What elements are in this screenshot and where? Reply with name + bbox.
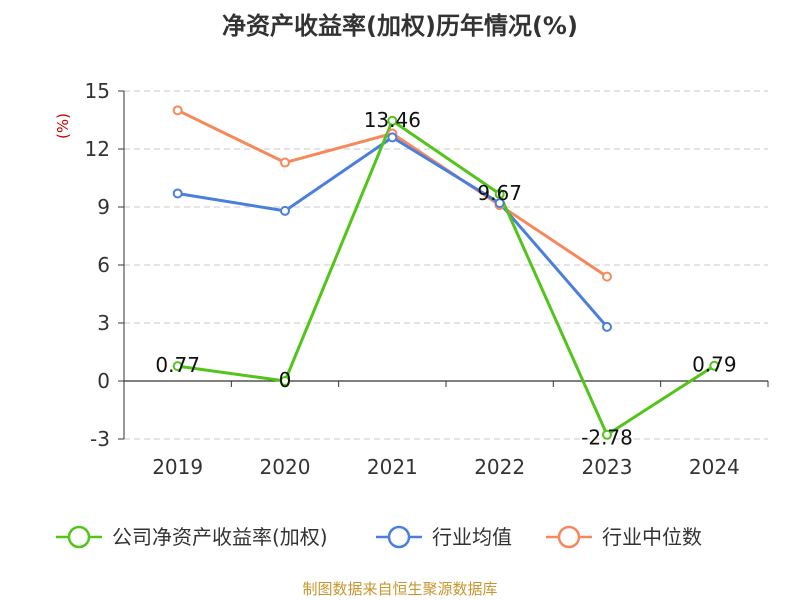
x-tick-label: 2021	[367, 455, 418, 479]
data-point	[280, 205, 290, 216]
y-tick-label: 3	[97, 311, 110, 335]
data-point	[602, 429, 612, 440]
legend-item: 行业中位数	[546, 525, 702, 549]
y-tick-label: 12	[85, 137, 110, 161]
data-point	[280, 157, 290, 168]
data-point	[602, 271, 612, 282]
data-point	[709, 360, 720, 371]
legend-label: 公司净资产收益率(加权)	[112, 525, 328, 549]
data-point	[172, 188, 183, 199]
x-tick-label: 2023	[582, 455, 633, 479]
data-point	[280, 376, 290, 386]
legend-label: 行业均值	[432, 525, 512, 549]
legend-item: 行业均值	[376, 525, 512, 549]
data-point	[387, 115, 398, 126]
data-point	[494, 198, 505, 209]
legend-marker-icon	[387, 525, 411, 549]
x-tick-label: 2020	[260, 455, 311, 479]
data-point	[494, 189, 505, 200]
data-labels: 0.77 0 13.46 9.67 -2.78 0.79	[155, 108, 736, 450]
data-label: -2.78	[581, 426, 633, 450]
gridlines	[124, 90, 768, 440]
data-label: 0.79	[692, 353, 737, 377]
legend-label: 行业中位数	[602, 525, 702, 549]
y-tick-label: -3	[90, 427, 110, 451]
data-point	[172, 105, 183, 116]
y-tick-label: 0	[97, 369, 110, 393]
y-axis-ticks: 15 12 9 6 3 0 -3	[85, 79, 124, 451]
y-axis-unit-label: (%)	[54, 113, 72, 139]
legend-marker-icon	[67, 525, 91, 549]
data-label: 0	[279, 368, 292, 392]
series-line	[177, 119, 716, 437]
x-tick-label: 2022	[474, 455, 525, 479]
series-points	[172, 105, 720, 440]
legend-marker-icon	[557, 525, 581, 549]
data-label: 13.46	[364, 108, 421, 132]
x-axis-ticks: 2019 2020 2021 2022 2023 2024	[123, 381, 769, 479]
data-label: 0.77	[155, 353, 200, 377]
data-point	[387, 132, 398, 143]
source-note: 制图数据来自恒生聚源数据库	[302, 580, 497, 598]
x-tick-label: 2019	[152, 455, 203, 479]
legend: 公司净资产收益率(加权) 行业均值 行业中位数	[56, 525, 702, 549]
y-tick-label: 6	[97, 253, 110, 277]
legend-item: 公司净资产收益率(加权)	[56, 525, 328, 549]
chart-title: 净资产收益率(加权)历年情况(%)	[222, 12, 578, 40]
y-tick-label: 9	[97, 195, 110, 219]
x-tick-label: 2024	[689, 455, 740, 479]
y-tick-label: 15	[85, 79, 110, 103]
data-point	[172, 361, 183, 372]
data-label: 9.67	[477, 181, 522, 205]
data-point	[602, 321, 612, 332]
